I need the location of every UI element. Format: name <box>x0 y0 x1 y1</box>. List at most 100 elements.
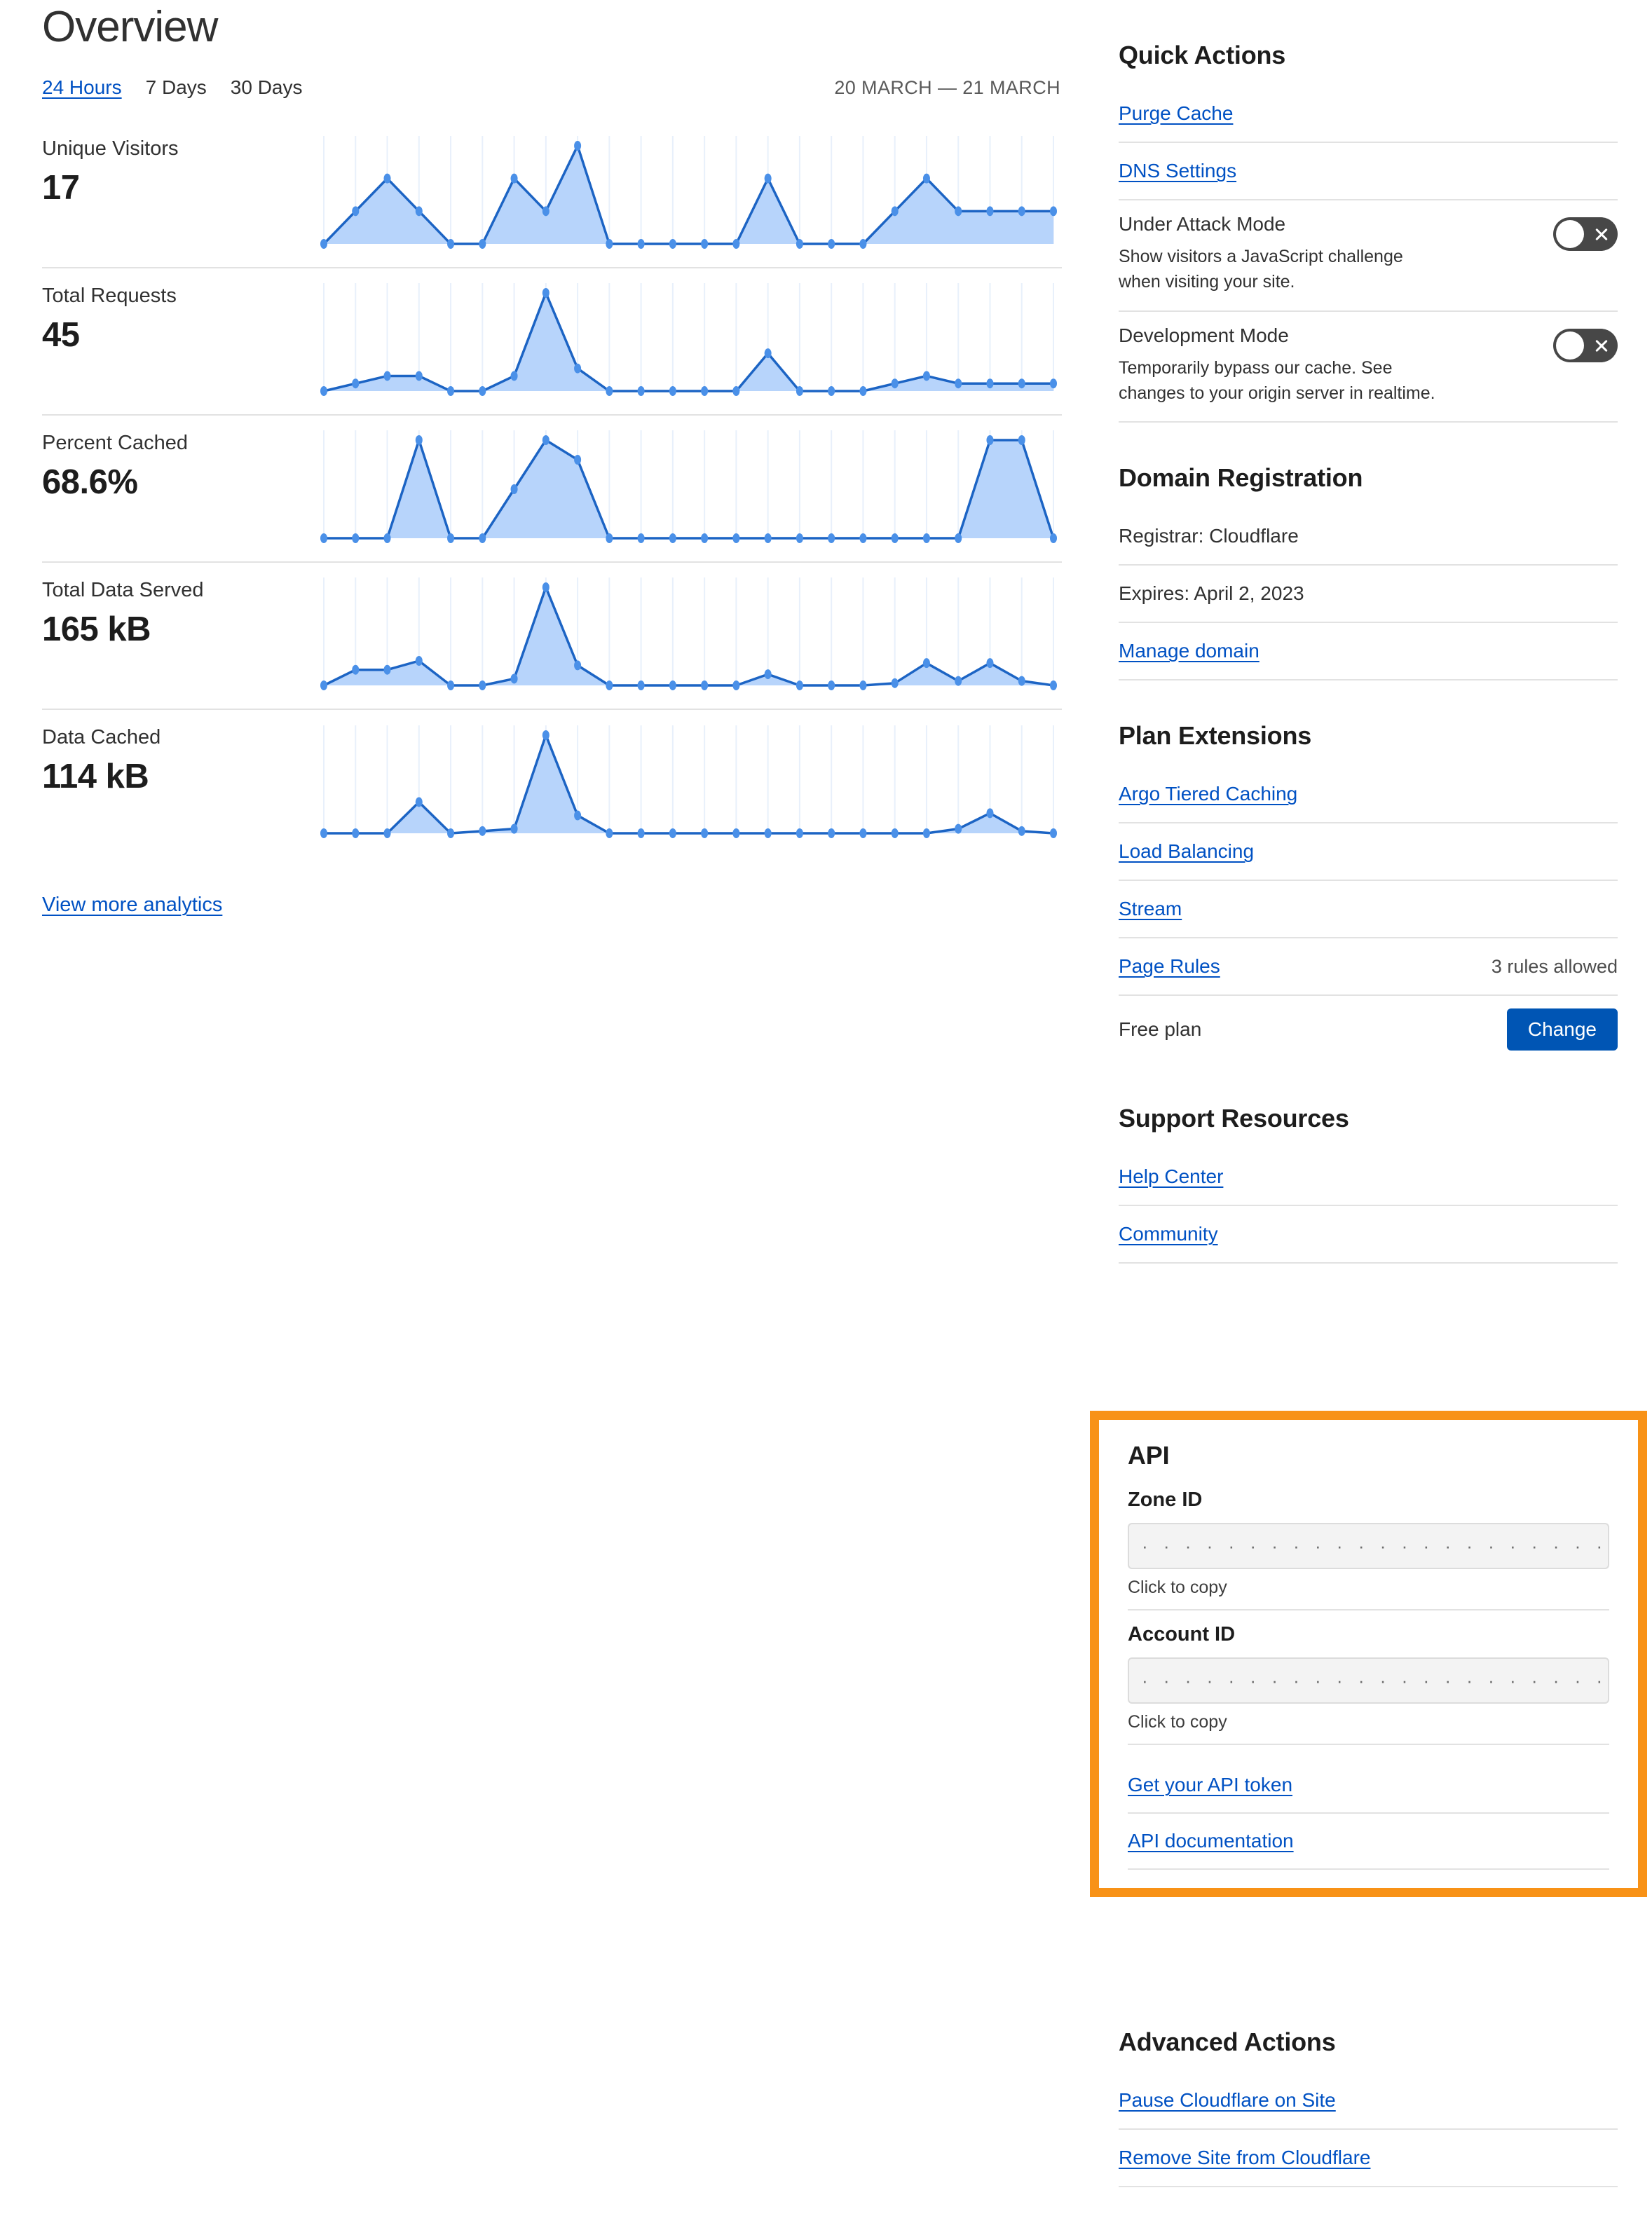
toggle-knob <box>1556 331 1584 360</box>
time-range-tabs: 24 Hours 7 Days 30 Days <box>42 76 303 99</box>
row-expires: Expires: April 2, 2023 <box>1119 566 1618 623</box>
community-link[interactable]: Community <box>1119 1223 1218 1245</box>
dns-settings-link[interactable]: DNS Settings <box>1119 160 1237 182</box>
row-community[interactable]: Community <box>1119 1206 1618 1264</box>
advanced-actions-panel: Advanced Actions Pause Cloudflare on Sit… <box>1119 2027 1618 2187</box>
row-manage-domain[interactable]: Manage domain <box>1119 623 1618 680</box>
tab-30-days[interactable]: 30 Days <box>230 76 303 99</box>
domain-registration-title: Domain Registration <box>1119 463 1363 492</box>
row-pause-cloudflare[interactable]: Pause Cloudflare on Site <box>1119 2072 1618 2130</box>
time-range-bar: 24 Hours 7 Days 30 Days 20 MARCH — 21 MA… <box>42 76 1062 104</box>
row-plan: Free plan Change <box>1119 996 1618 1063</box>
row-remove-site[interactable]: Remove Site from Cloudflare <box>1119 2130 1618 2187</box>
development-mode-text: Development Mode Temporarily bypass our … <box>1119 324 1465 406</box>
account-id-value[interactable]: · · · · · · · · · · · · · · · · · · · · … <box>1128 1657 1609 1704</box>
row-under-attack-mode: Under Attack Mode Show visitors a JavaSc… <box>1119 200 1618 312</box>
view-more-analytics-link[interactable]: View more analytics <box>42 894 223 917</box>
quick-actions-panel: Quick Actions Purge Cache DNS Settings U… <box>1119 41 1618 423</box>
page-rules-allowance: 3 rules allowed <box>1491 955 1618 977</box>
purge-cache-link[interactable]: Purge Cache <box>1119 102 1234 124</box>
metric-label: Total Requests <box>42 285 177 308</box>
row-purge-cache[interactable]: Purge Cache <box>1119 86 1618 143</box>
remove-site-link[interactable]: Remove Site from Cloudflare <box>1119 2147 1371 2168</box>
plan-extensions-panel: Plan Extensions Argo Tiered Caching Load… <box>1119 721 1618 1063</box>
metric-label: Percent Cached <box>42 432 188 455</box>
zone-id-hint: Click to copy <box>1128 1578 1609 1610</box>
metric-label: Unique Visitors <box>42 137 179 160</box>
load-balancing-link[interactable]: Load Balancing <box>1119 840 1255 862</box>
tab-7-days[interactable]: 7 Days <box>145 76 207 99</box>
row-development-mode: Development Mode Temporarily bypass our … <box>1119 312 1618 423</box>
close-icon <box>1594 338 1609 353</box>
row-argo-tiered-caching[interactable]: Argo Tiered Caching <box>1119 766 1618 823</box>
metric-info: Total Data Served 165 kB <box>42 563 315 649</box>
under-attack-mode-toggle[interactable] <box>1553 217 1618 251</box>
view-more-analytics-wrap: View more analytics <box>42 894 1062 917</box>
plan-name: Free plan <box>1119 1018 1202 1040</box>
metric-label: Data Cached <box>42 726 161 749</box>
sparkline-total-data-served <box>315 569 1062 702</box>
metric-info: Data Cached 114 kB <box>42 710 315 796</box>
close-icon <box>1594 226 1609 242</box>
under-attack-description: Show visitors a JavaScript challenge whe… <box>1119 247 1403 292</box>
metric-row-data-cached: Data Cached 114 kB <box>42 710 1062 857</box>
development-mode-toggle[interactable] <box>1553 328 1618 362</box>
support-resources-panel: Support Resources Help Center Community <box>1119 1104 1618 1264</box>
metric-value: 165 kB <box>42 610 151 648</box>
change-plan-button[interactable]: Change <box>1506 1008 1618 1051</box>
row-load-balancing[interactable]: Load Balancing <box>1119 823 1618 881</box>
advanced-actions-title: Advanced Actions <box>1119 2027 1336 2056</box>
tab-24-hours[interactable]: 24 Hours <box>42 76 122 99</box>
api-panel: API Zone ID · · · · · · · · · · · · · · … <box>1090 1411 1647 1897</box>
metric-row-total-data-served: Total Data Served 165 kB <box>42 563 1062 711</box>
toggle-knob <box>1556 220 1584 248</box>
help-center-link[interactable]: Help Center <box>1119 1165 1224 1187</box>
sparkline-data-cached <box>315 717 1062 850</box>
metric-value: 45 <box>42 315 80 354</box>
analytics-column: Overview 24 Hours 7 Days 30 Days 20 MARC… <box>42 0 1062 917</box>
metric-value: 17 <box>42 168 80 207</box>
account-id-block: Account ID · · · · · · · · · · · · · · ·… <box>1128 1623 1609 1745</box>
row-api-token[interactable]: Get your API token <box>1128 1758 1609 1814</box>
api-title: API <box>1128 1441 1170 1470</box>
row-api-documentation[interactable]: API documentation <box>1128 1814 1609 1870</box>
expires-value: Expires: April 2, 2023 <box>1119 582 1304 604</box>
get-api-token-link[interactable]: Get your API token <box>1128 1774 1293 1795</box>
account-id-hint: Click to copy <box>1128 1712 1609 1745</box>
manage-domain-link[interactable]: Manage domain <box>1119 640 1260 662</box>
quick-actions-title: Quick Actions <box>1119 41 1286 69</box>
argo-tiered-caching-link[interactable]: Argo Tiered Caching <box>1119 783 1298 805</box>
under-attack-label: Under Attack Mode <box>1119 213 1286 235</box>
pause-cloudflare-link[interactable]: Pause Cloudflare on Site <box>1119 2089 1336 2111</box>
sparkline-unique-visitors <box>315 128 1062 261</box>
row-dns-settings[interactable]: DNS Settings <box>1119 143 1618 200</box>
metric-row-unique-visitors: Unique Visitors 17 <box>42 121 1062 269</box>
row-page-rules[interactable]: Page Rules 3 rules allowed <box>1119 938 1618 996</box>
metrics-list: Unique Visitors 17 Total Requests 45 Per… <box>42 121 1062 857</box>
row-help-center[interactable]: Help Center <box>1119 1149 1618 1206</box>
row-stream[interactable]: Stream <box>1119 881 1618 938</box>
metric-info: Percent Cached 68.6% <box>42 416 315 502</box>
stream-link[interactable]: Stream <box>1119 898 1182 919</box>
date-range-label: 20 MARCH — 21 MARCH <box>834 77 1060 99</box>
metric-value: 68.6% <box>42 463 138 501</box>
metric-value: 114 kB <box>42 757 149 795</box>
metric-row-percent-cached: Percent Cached 68.6% <box>42 416 1062 563</box>
row-registrar: Registrar: Cloudflare <box>1119 508 1618 566</box>
development-mode-label: Development Mode <box>1119 324 1289 346</box>
registrar-value: Registrar: Cloudflare <box>1119 525 1299 547</box>
account-id-label: Account ID <box>1128 1623 1236 1646</box>
metric-info: Total Requests 45 <box>42 268 315 355</box>
zone-id-value[interactable]: · · · · · · · · · · · · · · · · · · · · … <box>1128 1523 1609 1569</box>
zone-id-label: Zone ID <box>1128 1489 1203 1511</box>
sidebar-column: Quick Actions Purge Cache DNS Settings U… <box>1090 41 1647 2187</box>
zone-id-block: Zone ID · · · · · · · · · · · · · · · · … <box>1128 1489 1609 1610</box>
sparkline-percent-cached <box>315 422 1062 555</box>
domain-registration-panel: Domain Registration Registrar: Cloudflar… <box>1119 463 1618 680</box>
sparkline-total-requests <box>315 275 1062 408</box>
page-rules-link[interactable]: Page Rules <box>1119 955 1220 977</box>
api-documentation-link[interactable]: API documentation <box>1128 1830 1294 1852</box>
page-title: Overview <box>42 3 218 51</box>
metric-label: Total Data Served <box>42 579 204 602</box>
